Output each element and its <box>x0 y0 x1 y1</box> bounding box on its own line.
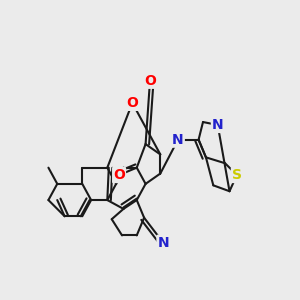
Text: O: O <box>144 74 156 88</box>
Text: N: N <box>172 133 184 147</box>
Text: O: O <box>126 96 138 110</box>
Text: N: N <box>212 118 224 132</box>
Text: O: O <box>113 168 125 182</box>
Text: S: S <box>232 168 242 182</box>
Text: N: N <box>158 236 169 250</box>
